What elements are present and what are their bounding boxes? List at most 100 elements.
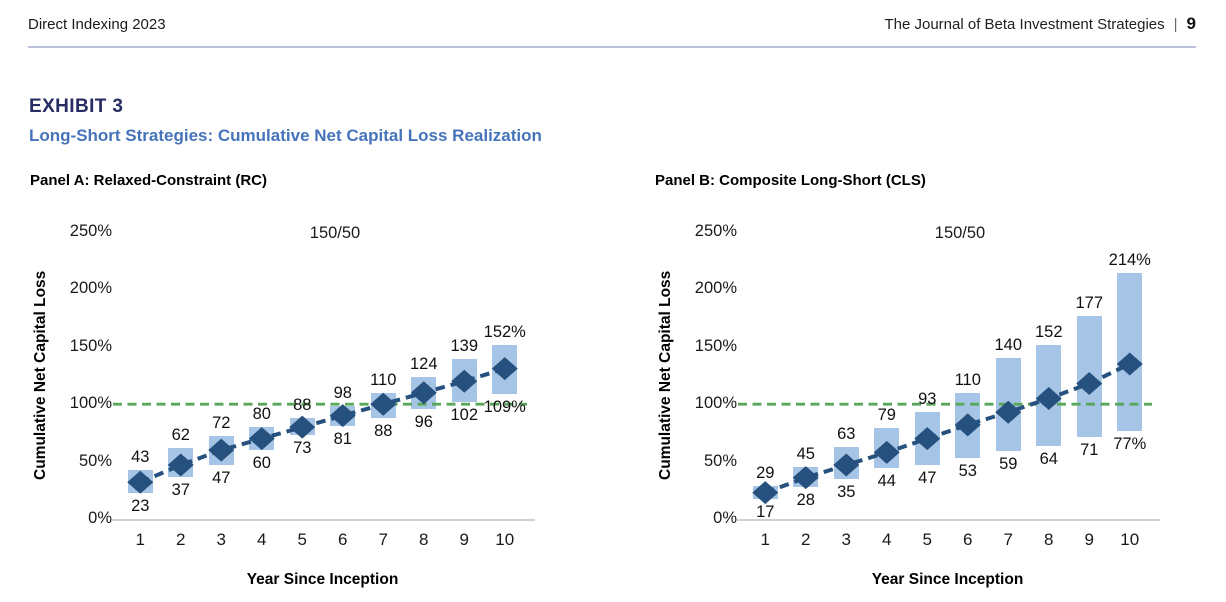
bar-high-label: 152% <box>483 322 526 341</box>
header-rule <box>28 46 1196 48</box>
page-number: 9 <box>1186 14 1196 33</box>
bar-low-label: 77% <box>1113 434 1147 453</box>
median-diamond-marker <box>167 453 194 477</box>
x-tick-label: 2 <box>801 530 811 549</box>
median-diamond-marker <box>127 470 154 494</box>
y-axis-title: Cumulative Net Capital Loss <box>657 270 674 481</box>
bar-high-label: 110 <box>954 370 981 389</box>
bar-high-label: 88 <box>293 395 312 414</box>
x-tick-label: 6 <box>338 530 348 549</box>
bar-low-label: 53 <box>958 462 977 481</box>
bar-low-label: 23 <box>131 496 150 515</box>
y-tick-label: 50% <box>78 451 112 470</box>
x-axis-line <box>737 519 1160 521</box>
x-axis-line <box>112 519 535 521</box>
bar-low-label: 47 <box>918 469 937 488</box>
bar-low-label: 109% <box>483 397 526 416</box>
x-tick-label: 4 <box>882 530 892 549</box>
plot-area: 29 45 63 79 93 110 140 152 177 214% 17 28 35 44 47 53 59… <box>738 232 1152 521</box>
x-tick-label: 5 <box>297 530 307 549</box>
plot-area: 43 62 72 80 88 98 110 124 139 152% 23 37 47 60 73 81 88 9… <box>113 232 527 519</box>
bar-low-label: 47 <box>212 469 231 488</box>
bar-high-label: 62 <box>171 425 190 444</box>
median-diamond-marker <box>914 427 941 451</box>
bar-low-label: 17 <box>756 503 775 522</box>
panel-b-composite-long-short: Panel B: Composite Long-Short (CLS) Cumu… <box>653 172 1226 600</box>
strategy-annotation: 150/50 <box>309 224 361 242</box>
x-tick-label: 1 <box>760 530 770 549</box>
median-diamond-marker <box>289 415 316 439</box>
journal-name: The Journal of Beta Investment Strategie… <box>884 16 1165 33</box>
bar-low-label: 59 <box>999 455 1018 474</box>
median-diamond-marker <box>873 440 900 464</box>
bar-low-label: 102 <box>450 405 479 424</box>
y-tick-label: 250% <box>69 222 112 240</box>
exhibit-label: EXHIBIT 3 <box>29 96 124 117</box>
median-diamond-marker <box>752 481 779 505</box>
median-diamond-marker <box>833 453 860 477</box>
panel-title: Panel A: Relaxed-Constraint (RC) <box>30 172 267 189</box>
bar-low-label: 81 <box>333 430 352 448</box>
median-diamond-marker <box>954 413 981 437</box>
bar-high-label: 72 <box>212 414 231 433</box>
bar-high-label: 29 <box>756 463 775 482</box>
x-axis-title: Year Since Inception <box>246 571 399 588</box>
page-header: Direct Indexing 2023 The Journal of Beta… <box>28 14 1196 34</box>
x-tick-label: 4 <box>257 530 267 549</box>
x-tick-label: 8 <box>419 530 429 549</box>
bar-low-label: 64 <box>1039 449 1058 468</box>
median-diamond-marker <box>1076 372 1103 396</box>
x-tick-label: 5 <box>922 530 932 549</box>
x-tick-label: 9 <box>459 530 469 549</box>
y-tick-label: 150% <box>69 336 112 355</box>
y-tick-label: 50% <box>703 451 737 470</box>
median-diamond-marker <box>995 400 1022 424</box>
x-tick-label: 10 <box>495 530 515 549</box>
x-tick-label: 9 <box>1084 530 1094 549</box>
median-diamond-marker <box>1035 386 1062 410</box>
chart-lines-and-markers <box>113 357 527 494</box>
bar-high-label: 45 <box>796 445 815 464</box>
bar-low-label: 73 <box>293 439 312 458</box>
exhibit-title: Long-Short Strategies: Cumulative Net Ca… <box>29 126 542 145</box>
median-diamond-marker <box>451 369 478 393</box>
x-axis-title: Year Since Inception <box>871 571 1024 588</box>
x-tick-label: 1 <box>135 530 145 549</box>
x-tick-label: 10 <box>1120 530 1140 549</box>
header-right: The Journal of Beta Investment Strategie… <box>884 14 1196 34</box>
bar-high-label: 140 <box>994 336 1023 355</box>
bar-low-label: 71 <box>1080 441 1099 460</box>
bar-high-label: 214% <box>1108 251 1151 270</box>
y-tick-label: 200% <box>69 279 112 298</box>
bar-low-label: 44 <box>877 472 896 491</box>
x-tick-label: 3 <box>216 530 226 549</box>
median-diamond-marker <box>410 381 437 405</box>
median-dashed-line <box>139 366 506 485</box>
bar-low-label: 28 <box>796 490 815 509</box>
bar-high-label: 139 <box>450 337 479 356</box>
bar-high-label: 93 <box>918 390 937 409</box>
bar-low-label: 60 <box>252 454 271 473</box>
bar-low-label: 37 <box>171 480 190 499</box>
y-tick-label: 100% <box>69 394 112 413</box>
panel-a-relaxed-constraint: Panel A: Relaxed-Constraint (RC) Cumulat… <box>28 172 613 600</box>
median-diamond-marker <box>792 466 819 490</box>
x-tick-label: 3 <box>841 530 851 549</box>
y-tick-label: 0% <box>88 509 112 527</box>
bar-low-label: 96 <box>414 412 433 431</box>
running-head: Direct Indexing 2023 <box>28 16 166 33</box>
y-tick-label: 250% <box>694 222 737 240</box>
median-diamond-marker <box>329 404 356 428</box>
y-tick-label: 150% <box>694 336 737 355</box>
median-diamond-marker <box>1116 352 1143 376</box>
x-tick-label: 7 <box>378 530 388 549</box>
bar-high-label: 43 <box>131 447 150 466</box>
y-tick-label: 200% <box>694 279 737 298</box>
y-tick-label: 0% <box>713 509 737 527</box>
y-axis-title: Cumulative Net Capital Loss <box>32 270 49 481</box>
median-diamond-marker <box>370 392 397 416</box>
x-tick-label: 6 <box>963 530 973 549</box>
bar-high-label: 79 <box>877 406 896 425</box>
y-tick-label: 100% <box>694 394 737 413</box>
